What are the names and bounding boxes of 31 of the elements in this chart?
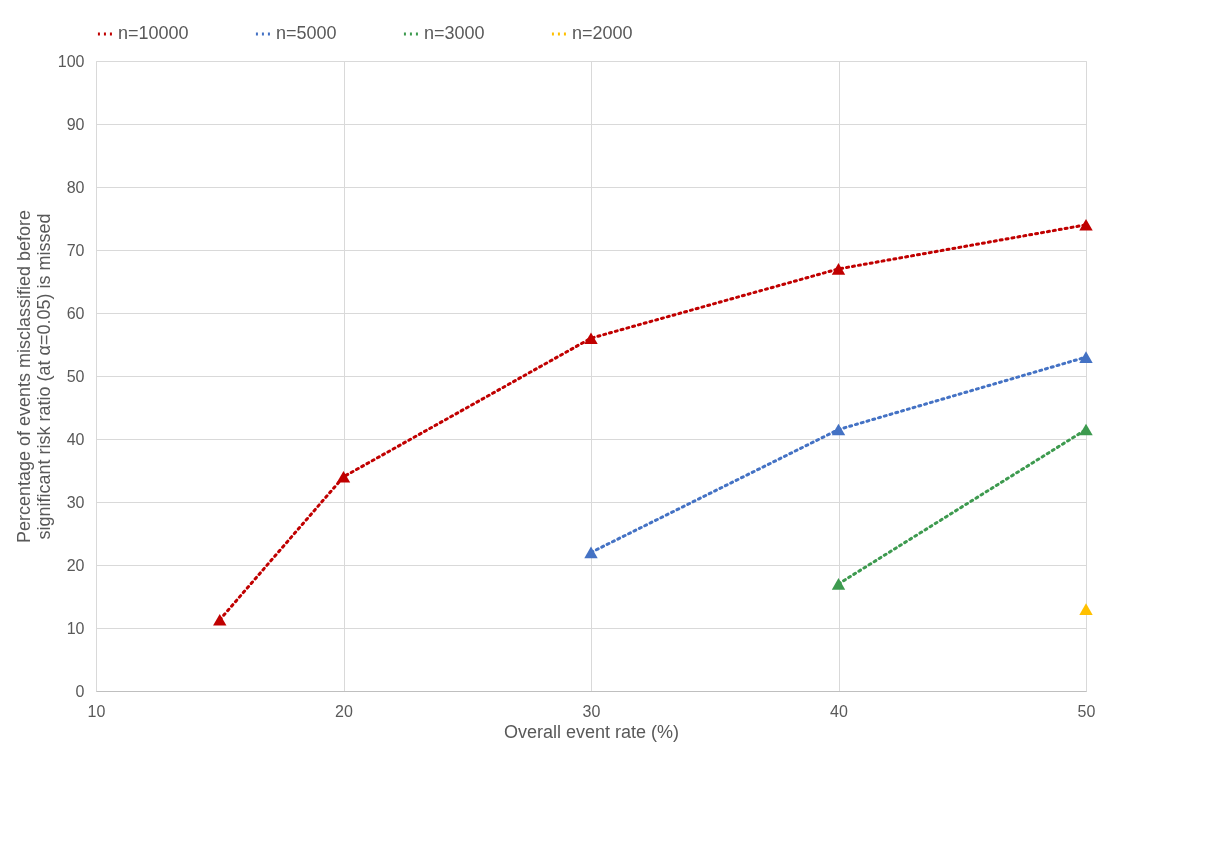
x-tick-label: 10 — [87, 702, 106, 720]
y-tick-label: 20 — [66, 556, 85, 574]
legend-label: n=3000 — [424, 23, 485, 43]
y-tick-label: 30 — [66, 493, 85, 511]
point — [336, 470, 351, 483]
point — [213, 614, 227, 626]
y-tick-label: 0 — [75, 682, 85, 700]
x-tick-label: 50 — [1077, 702, 1096, 720]
point — [584, 546, 598, 559]
x-tick-label: 40 — [830, 702, 848, 720]
y-tick-label: 60 — [66, 304, 85, 322]
point — [1079, 603, 1093, 615]
y-tick-label: 70 — [66, 241, 85, 259]
x-tick-label: 20 — [335, 702, 353, 720]
y-tick-label: 10 — [66, 619, 85, 637]
point — [584, 332, 598, 345]
legend-label: n=2000 — [572, 23, 633, 43]
point — [831, 423, 846, 436]
y-tick-label: 100 — [57, 52, 85, 70]
point — [831, 263, 846, 275]
y-tick-label: 50 — [66, 367, 85, 385]
y-tick-label: 80 — [66, 178, 85, 196]
y-tick-label: 40 — [66, 430, 85, 448]
y-tick-label: 90 — [66, 115, 85, 133]
y-axis-title: Percentage of events misclassified before significant risk ratio (at α=0.05) is missed — [13, 209, 54, 544]
x-tick-label: 30 — [582, 702, 601, 720]
legend-label: n=5000 — [276, 23, 337, 43]
x-axis-title: Overall event rate (%) — [503, 721, 680, 742]
point — [1079, 351, 1093, 363]
point — [1079, 218, 1093, 231]
legend-label: n=10000 — [118, 23, 189, 43]
